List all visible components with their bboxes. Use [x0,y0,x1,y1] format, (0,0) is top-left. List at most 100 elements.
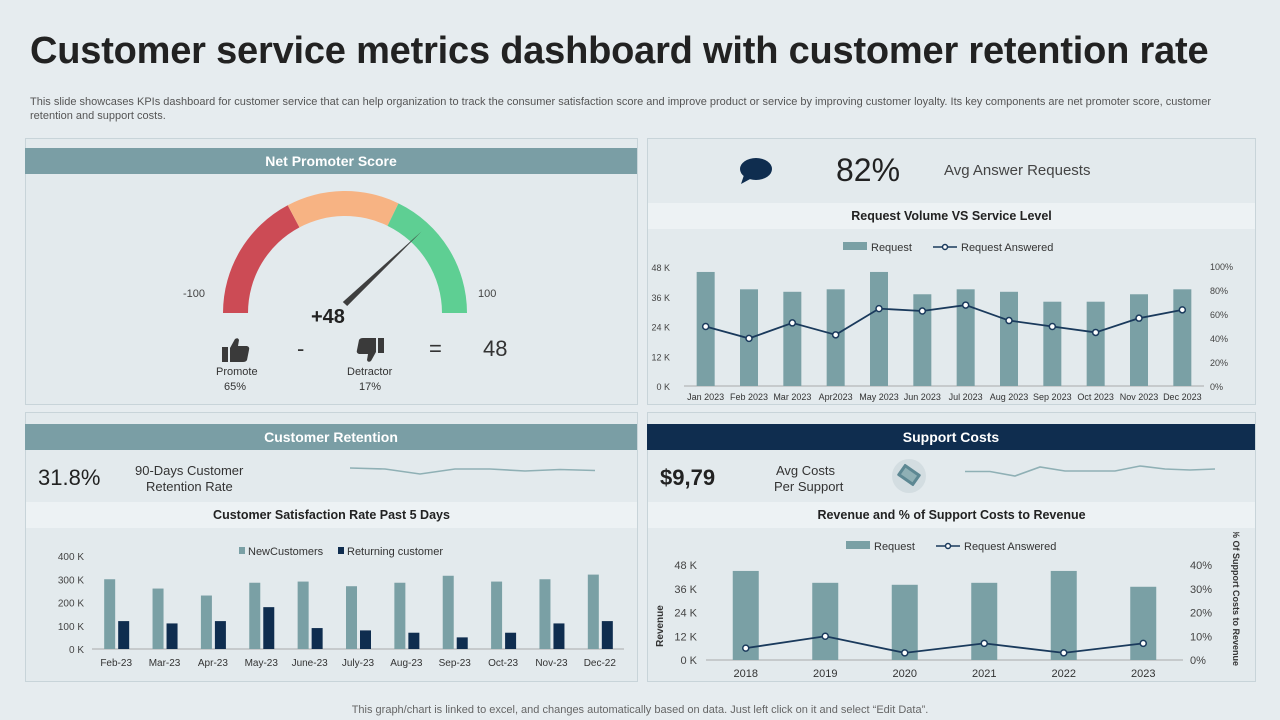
x-tick-label: Oct 2023 [1077,392,1114,402]
page-title: Customer service metrics dashboard with … [30,30,1209,72]
y2-tick-label: 20% [1190,608,1212,620]
x-tick-label: May 2023 [859,392,899,402]
bar-new-customers [152,588,164,649]
line-point [1139,639,1147,648]
retention-value: 31.8% [38,465,101,490]
support-label-1: Avg Costs [776,463,836,478]
line-point [1178,306,1187,314]
money-icon [892,459,926,493]
y-tick-label: 100 K [58,622,84,633]
x-tick-label: Jun 2023 [904,392,941,402]
legend-swatch [843,242,867,250]
y2-tick-label: 40% [1210,334,1228,344]
bar [956,289,975,386]
x-tick-label: Apr2023 [819,392,853,402]
x-tick-label: Feb-23 [100,658,132,669]
bar [891,584,918,660]
y-tick-label: 24 K [651,323,670,333]
satisfaction-chart: NewCustomers Returning customer 400 K 300 … [58,546,624,669]
x-tick-label: Nov 2023 [1120,392,1159,402]
line-point [1091,328,1100,337]
support-header: Support Costs [647,424,1255,450]
request-chart-title: Request Volume VS Service Level [648,203,1255,229]
promote-pct: 65% [224,381,247,393]
x-tick-label: 2019 [813,668,837,680]
line-point [745,334,753,343]
x-tick-label: Sep 2023 [1033,392,1072,402]
thumbs-up-icon [222,338,250,362]
satisfaction-chart-title: Customer Satisfaction Rate Past 5 Days [26,502,637,528]
x-tick-label: Oct-23 [488,658,518,669]
detractor-label: Detractor [347,366,393,378]
support-sparkline [965,465,1216,477]
y-tick-label: 48 K [674,560,697,572]
x-tick-label: Mar-23 [149,658,181,669]
nps-panel [25,138,638,405]
gauge-needle [342,231,422,307]
retention-header: Customer Retention [25,424,637,450]
gauge-orange-segment [287,191,399,228]
bar-returning-customers [456,637,468,649]
detractor-pct: 17% [359,381,382,393]
promote-label: Promote [216,366,258,378]
legend-marker [944,542,952,550]
minus-sign: - [297,336,305,361]
legend-label: Returning customer [347,546,443,558]
legend-label: Request [871,242,912,254]
x-tick-label: 2022 [1052,668,1076,680]
bar [870,271,888,386]
line-point [901,649,909,657]
bar [1130,294,1148,386]
bar [1086,301,1105,386]
bar-returning-customers [553,623,565,649]
bar-returning-customers [311,628,323,649]
y2-tick-label: 10% [1190,631,1212,643]
line-point [1135,314,1143,322]
bar-returning-customers [360,630,371,649]
bar [1130,586,1157,660]
bar-new-customers [104,579,116,649]
y-tick-label: 48 K [651,263,670,273]
y-tick-label: 24 K [674,608,697,620]
x-tick-label: Apr-23 [198,658,228,669]
y-tick-label: 36 K [674,584,697,596]
gauge-red-segment [223,205,300,313]
answer-value: 82% [836,152,901,188]
y-tick-label: 36 K [651,293,670,303]
bar-new-customers [297,581,309,649]
gauge-green-segment [387,203,467,313]
bar-returning-customers [263,607,275,649]
retention-sparkline [350,467,596,475]
revenue-chart: Request Request Answered 48 K 36 K 24 K 12 K… [655,532,1241,680]
bar-new-customers [200,595,212,649]
bar-returning-customers [408,632,420,649]
retention-label-1: 90-Days Customer [135,463,244,478]
x-tick-label: Sep-23 [439,658,472,669]
legend-swatch [239,547,245,554]
legend-label: Request Answered [964,541,1056,553]
bar-new-customers [442,575,454,649]
line-point [1048,322,1057,331]
bar [812,582,839,660]
x-tick-label: July-23 [342,658,375,669]
revenue-chart-title: Revenue and % of Support Costs to Revenu… [648,502,1255,528]
x-tick-label: 2023 [1131,668,1155,680]
request-chart: Request Request Answered 48 K 36 K 24 K 12 K… [651,242,1233,402]
x-tick-label: 2018 [734,668,758,680]
nps-header: Net Promoter Score [25,148,637,174]
legend-label: Request Answered [961,242,1053,254]
chat-bubble-icon [740,158,772,184]
line-point [821,632,829,640]
x-tick-label: 2020 [893,668,917,680]
bar-new-customers [346,586,357,649]
line-point [788,319,797,327]
bar-returning-customers [601,621,613,649]
bar [1050,570,1077,660]
line-point [742,644,750,652]
nps-gauge [223,191,467,313]
series-line [705,304,1183,340]
y-tick-label: 12 K [651,352,670,362]
y2-tick-label: 60% [1210,310,1228,320]
x-tick-label: Dec 2023 [1163,392,1202,402]
support-value: $9,79 [660,465,716,490]
